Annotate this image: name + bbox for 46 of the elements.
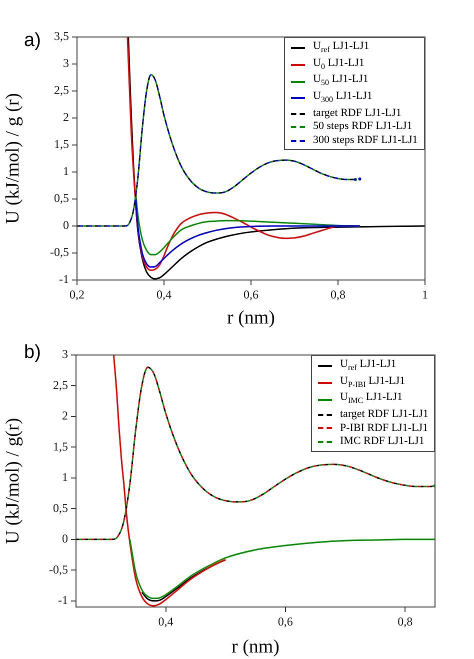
- y-axis-title: U (kJ/mol) / g(r): [2, 418, 24, 544]
- y-tick-label: 0,5: [54, 191, 69, 206]
- legend-label: U$_{IMC}$ LJ1-LJ1: [340, 391, 402, 408]
- y-tick-label: 3: [62, 347, 68, 362]
- y-tick-label: 0: [62, 532, 68, 546]
- y-tick-label: 3: [63, 56, 69, 70]
- y-tick-label: 2: [62, 408, 68, 423]
- y-tick-label: 1,5: [53, 439, 68, 454]
- y-axis-title: U (kJ/mol) / g (r): [2, 93, 24, 224]
- x-tick-label: 0,8: [398, 614, 413, 628]
- y-tick-label: -0,5: [49, 562, 68, 576]
- x-tick-label: 0,8: [330, 287, 346, 302]
- x-axis-title: r (nm): [226, 308, 276, 329]
- y-tick-label: 1: [63, 164, 69, 178]
- legend-label: IMC RDF LJ1-LJ1: [340, 435, 424, 449]
- legend-label: U$_{ref}$ LJ1-LJ1: [313, 40, 370, 56]
- y-tick-label: -1: [58, 593, 68, 608]
- x-tick-label: 0,4: [158, 614, 174, 628]
- y-tick-label: 1,5: [54, 137, 69, 152]
- legend-label: P-IBI RDF LJ1-LJ1: [340, 422, 428, 436]
- x-tick-label: 0,2: [70, 287, 84, 302]
- x-tick-label: 0,6: [244, 287, 258, 302]
- y-tick-label: 0,5: [53, 500, 68, 515]
- y-tick-label: 0: [63, 218, 69, 232]
- y-tick-label: 2,5: [54, 83, 69, 98]
- y-tick-label: -1: [59, 272, 69, 286]
- y-tick-label: -0,5: [50, 245, 69, 260]
- legend-label: target RDF LJ1-LJ1: [340, 408, 428, 422]
- y-tick-label: 1: [62, 470, 68, 484]
- legend-label: U$_{P-IBI}$ LJ1-LJ1: [340, 374, 406, 391]
- legend-label: U$_{0}$ LJ1-LJ1: [313, 56, 364, 73]
- x-axis-title: r (nm): [231, 636, 280, 658]
- y-tick-label: 3,5: [54, 29, 69, 44]
- legend-label: U$_{300}$ LJ1-LJ1: [313, 90, 372, 106]
- chart-title: b): [24, 342, 41, 364]
- x-tick-label: 0,4: [156, 287, 172, 302]
- legend-label: U$_{ref}$ LJ1-LJ1: [340, 358, 396, 374]
- legend-label: U$_{50}$ LJ1-LJ1: [313, 73, 368, 90]
- x-tick-label: 1: [422, 287, 428, 302]
- y-tick-label: 2,5: [53, 378, 68, 392]
- legend-label: target RDF LJ1-LJ1: [313, 106, 402, 120]
- legend-label: 50 steps RDF LJ1-LJ1: [313, 120, 412, 134]
- legend-label: 300 steps RDF LJ1-LJ1: [313, 134, 418, 148]
- y-tick-label: 2: [63, 110, 69, 124]
- x-tick-label: 0,6: [278, 614, 293, 628]
- chart-title: a): [24, 30, 41, 52]
